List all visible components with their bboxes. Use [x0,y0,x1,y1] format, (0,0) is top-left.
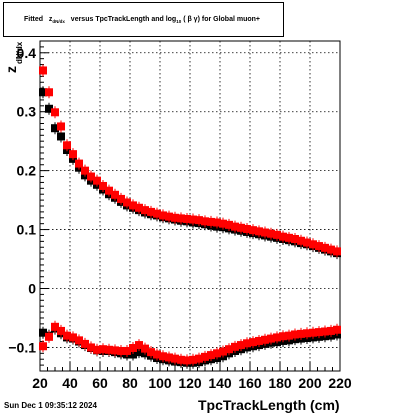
y-tick-label: −0.1 [8,339,36,355]
x-tick-label: 160 [238,375,262,391]
x-tick-label: 140 [208,375,232,391]
x-tick-label: 20 [32,375,48,391]
title-box: Fitted zdN/dx versus TpcTrackLength and … [3,2,284,37]
data-marks [39,64,341,369]
grid [39,41,341,371]
x-tick-label: 100 [148,375,172,391]
x-tick-label: 60 [92,375,108,391]
x-tick-label: 220 [328,375,352,391]
x-tick-label: 80 [122,375,138,391]
x-tick-label: 180 [268,375,292,391]
footer-date: Sun Dec 1 09:35:12 2024 [4,401,97,410]
title-suffix: for Global muon+ [201,16,260,23]
y-axis-label-main: z [3,66,19,73]
chart-title: Fitted zdN/dx versus TpcTrackLength and … [24,16,260,24]
y-axis-label-sub: dN/dx [15,41,24,64]
x-tick-label: 120 [178,375,202,391]
title-bg: ( β γ) [183,16,200,23]
axes: 20 40 60 80 100 120 140 160 180 200 220 −0.1 0 0.1 0.2… [8,40,352,391]
title-log-sub: 10 [176,19,182,24]
title-mid: versus TpcTrackLength and log [70,16,177,23]
title-z-sub: dN/dx [52,19,65,24]
x-axis-label: TpcTrackLength (cm) [198,397,340,413]
y-tick-label: 0.2 [17,163,37,179]
y-tick-label: 0.3 [17,104,37,120]
y-axis-label: z dN/dx [3,41,24,73]
title-z: z [48,16,53,23]
x-tick-label: 200 [298,375,322,391]
y-tick-label: 0 [28,281,36,297]
y-tick-label: 0.1 [17,222,37,238]
y-tick-label: 0.4 [17,45,37,61]
x-tick-label: 40 [62,375,78,391]
title-prefix: Fitted [24,16,44,23]
